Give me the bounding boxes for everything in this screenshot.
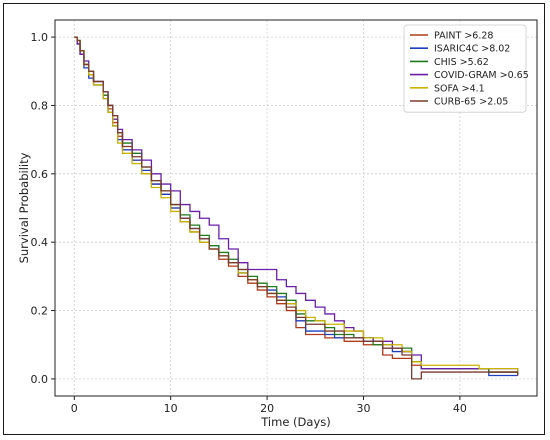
series-line-curb-65-2-05 xyxy=(74,36,519,380)
axes-layer xyxy=(54,19,538,397)
legend-label: CHIS >5.62 xyxy=(434,57,489,68)
y-tick-label: 1.0 xyxy=(31,31,49,44)
y-tick-label: 0.2 xyxy=(31,305,49,318)
x-tick-label: 10 xyxy=(164,402,178,415)
x-tick-label: 30 xyxy=(356,402,370,415)
legend-label: COVID-GRAM >0.65 xyxy=(434,70,529,81)
legend-label: CURB-65 >2.05 xyxy=(434,97,508,108)
legend-label: PAINT >6.28 xyxy=(434,31,493,42)
legend: PAINT >6.28 ISARIC4C >8.02 CHIS >5.62 COVID… xyxy=(403,24,529,113)
y-tick-label: 0.4 xyxy=(31,236,49,249)
x-tick-label: 20 xyxy=(260,402,274,415)
plot-area-border xyxy=(54,19,538,397)
series-layer xyxy=(74,36,519,380)
y-tick-label: 0.0 xyxy=(31,373,49,386)
x-tick-label: 40 xyxy=(453,402,467,415)
legend-box xyxy=(403,24,527,113)
y-axis-title: Survival Probability xyxy=(17,152,31,263)
ticks-layer: 0 10 20 30 40 0.0 0.2 0.4 0.6 0.8 1.0 xyxy=(31,31,467,415)
legend-label: ISARIC4C >8.02 xyxy=(434,44,510,55)
legend-label: SOFA >4.1 xyxy=(434,83,485,94)
y-tick-label: 0.6 xyxy=(31,168,49,181)
x-axis-title: Time (Days) xyxy=(260,415,330,429)
y-tick-label: 0.8 xyxy=(31,99,49,112)
x-tick-label: 0 xyxy=(71,402,78,415)
